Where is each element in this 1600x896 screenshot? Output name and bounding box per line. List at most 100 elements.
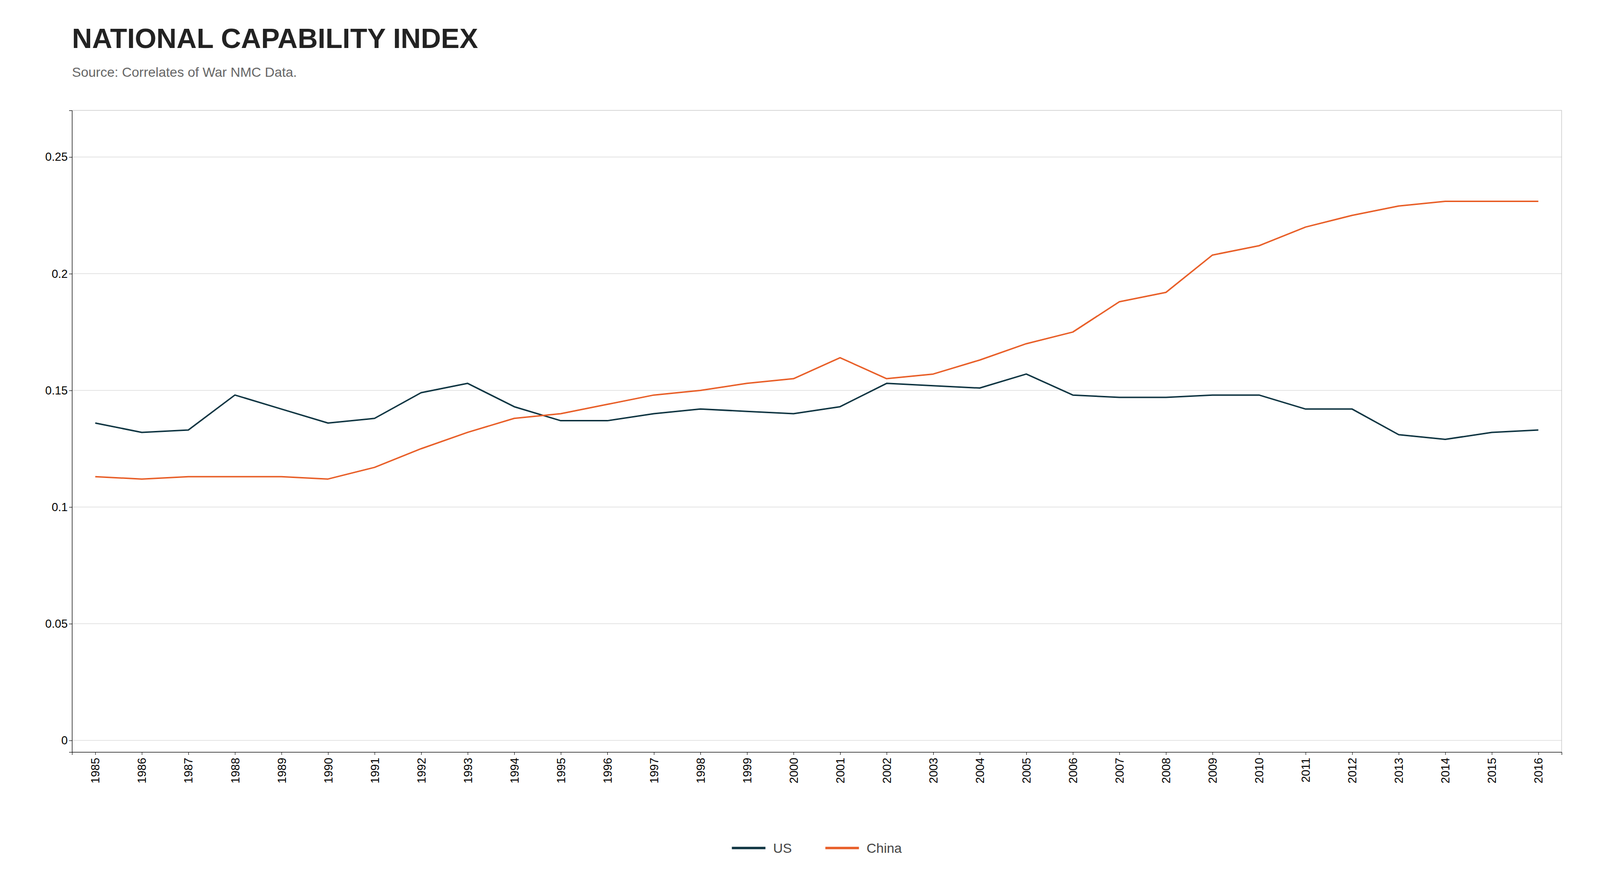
x-tick-mark [235, 751, 236, 755]
x-tick: 1992 [414, 751, 428, 783]
x-tick-label: 1995 [554, 757, 568, 783]
y-tick: 0.05 [45, 616, 72, 630]
x-tick: 2012 [1345, 751, 1359, 783]
x-tick: 1997 [647, 751, 661, 783]
x-tick: 2007 [1113, 751, 1126, 783]
x-tick-mark [1119, 751, 1120, 755]
x-tick: 1987 [181, 751, 195, 783]
x-tick-mark [95, 751, 96, 755]
y-tick-mark [69, 507, 72, 508]
x-tick-label: 1987 [181, 757, 195, 783]
x-tick-mark [1305, 751, 1306, 755]
x-tick: 1990 [321, 751, 335, 783]
x-tick-label: 2009 [1206, 757, 1220, 783]
x-tick-mark [1491, 751, 1493, 755]
x-tick-mark [1026, 751, 1027, 755]
grid-line [71, 623, 1562, 625]
x-tick-label: 2004 [973, 757, 987, 783]
x-tick-mark [1072, 751, 1074, 755]
x-tick: 2010 [1252, 751, 1266, 783]
y-tick-mark [69, 740, 72, 741]
x-tick-label: 2000 [787, 757, 801, 783]
y-tick: 0 [61, 733, 72, 747]
y-tick-mark [69, 390, 72, 391]
legend-item: China [825, 840, 902, 856]
x-tick-mark [188, 751, 190, 755]
x-tick-label: 2007 [1113, 757, 1126, 783]
x-tick-mark [700, 751, 701, 755]
x-tick-label: 2016 [1531, 757, 1545, 783]
x-tick-mark [1212, 751, 1213, 755]
x-tick-label: 2013 [1392, 757, 1406, 783]
y-tick-label: 0.15 [45, 383, 68, 397]
x-tick-mark [281, 751, 283, 755]
x-tick-mark [1398, 751, 1399, 755]
x-tick-label: 2008 [1159, 757, 1173, 783]
x-tick-mark [560, 751, 562, 755]
series-line [95, 373, 1539, 439]
x-tick: 2002 [880, 751, 894, 783]
legend: US China [731, 840, 902, 856]
y-tick-mark [69, 156, 72, 158]
x-tick-mark [514, 751, 515, 755]
x-tick-label: 2012 [1345, 757, 1359, 783]
x-tick-label: 1998 [694, 757, 708, 783]
x-tick-label: 1988 [228, 757, 242, 783]
legend-label: US [772, 840, 792, 856]
x-tick-mark [979, 751, 981, 755]
x-tick-label: 2011 [1299, 757, 1313, 783]
x-tick-label: 2002 [880, 757, 894, 783]
x-axis-line [72, 752, 1563, 756]
x-tick-label: 2005 [1019, 757, 1033, 783]
grid [71, 156, 1562, 740]
x-tick: 2011 [1299, 751, 1313, 783]
x-tick: 1989 [275, 751, 289, 783]
x-tick: 2013 [1392, 751, 1406, 783]
x-tick-mark [1538, 751, 1539, 755]
legend-label: China [866, 840, 902, 856]
y-tick-label: 0.2 [51, 267, 68, 281]
x-tick-mark [421, 751, 422, 755]
x-tick: 1995 [554, 751, 568, 783]
x-tick: 1994 [508, 751, 522, 783]
grid-line [71, 390, 1562, 392]
x-tick-label: 1990 [321, 757, 335, 783]
x-tick: 1986 [135, 751, 149, 783]
x-tick-label: 1989 [275, 757, 289, 783]
x-tick: 2009 [1206, 751, 1220, 783]
x-tick-label: 2015 [1485, 757, 1499, 783]
lines [95, 201, 1539, 480]
x-tick-label: 2014 [1438, 757, 1452, 783]
x-tick-label: 2006 [1066, 757, 1080, 783]
x-tick: 2006 [1066, 751, 1080, 783]
x-tick: 2003 [926, 751, 940, 783]
grid-line [71, 156, 1562, 158]
y-tick-label: 0 [61, 733, 68, 747]
x-tick: 2008 [1159, 751, 1173, 783]
x-tick-label: 1994 [508, 757, 522, 783]
x-tick-label: 1986 [135, 757, 149, 783]
series-line [95, 201, 1539, 480]
x-tick: 1985 [88, 751, 102, 783]
y-tick: 0.2 [51, 267, 72, 281]
x-tick-mark [653, 751, 655, 755]
x-tick: 2000 [787, 751, 801, 783]
x-tick-mark [374, 751, 376, 755]
x-tick: 2016 [1531, 751, 1545, 783]
y-tick-mark [69, 623, 72, 625]
x-tick: 2014 [1438, 751, 1452, 783]
x-tick-mark [142, 751, 143, 755]
x-tick-mark [607, 751, 608, 755]
x-tick-mark [467, 751, 469, 755]
x-tick-mark [1445, 751, 1446, 755]
y-tick: 0.15 [45, 383, 72, 397]
x-tick-label: 1985 [88, 757, 102, 783]
x-tick: 1998 [694, 751, 708, 783]
x-tick: 1993 [461, 751, 475, 783]
x-tick: 1988 [228, 751, 242, 783]
x-tick-mark [746, 751, 748, 755]
x-tick-mark [1165, 751, 1167, 755]
x-tick-label: 1996 [601, 757, 615, 783]
x-tick-mark [886, 751, 888, 755]
title: NATIONAL CAPABILITY INDEX [71, 22, 479, 54]
